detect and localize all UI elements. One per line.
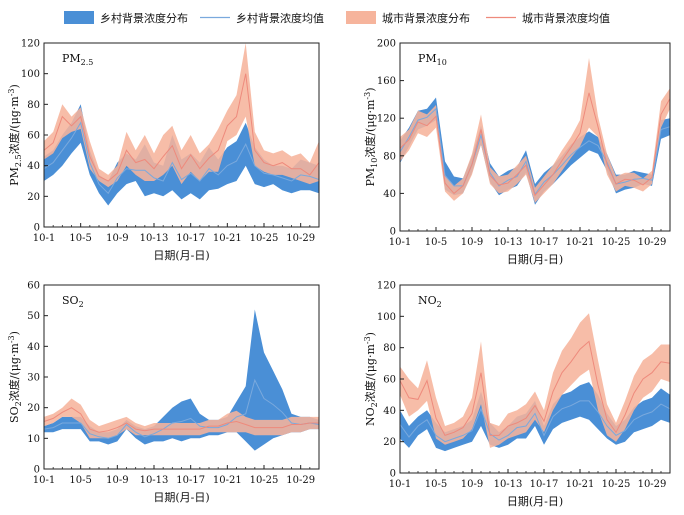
x-tick-label: 10-1 [389, 237, 411, 248]
y-tick-label: 100 [377, 312, 396, 323]
panel-title: SO2 [62, 294, 84, 309]
x-tick-label: 10-13 [494, 479, 523, 490]
y-tick-label: 0 [34, 223, 40, 234]
plot-area [400, 58, 670, 205]
panel-2: 0 40 80 120 160 200 10-1 10-5 10-9 10-13 10-17 10-2… [363, 39, 671, 266]
x-tick-label: 10-17 [530, 237, 559, 248]
y-tick-label: 60 [383, 375, 396, 386]
y-tick-label: 0 [390, 227, 396, 238]
legend-rural-band-swatch [64, 11, 94, 24]
x-tick-label: 10-21 [566, 237, 595, 248]
y-tick-label: 50 [27, 311, 40, 322]
y-tick-label: 30 [27, 373, 40, 384]
y-tick-label: 60 [27, 131, 40, 142]
urban-mean-line [44, 73, 319, 182]
urban-mean-line [400, 340, 670, 437]
y-tick-label: 160 [377, 76, 396, 87]
x-tick-label: 10-9 [106, 233, 128, 244]
x-tick-label: 10-9 [461, 479, 483, 490]
urban-mean-line [44, 407, 319, 433]
rural-mean-line [44, 121, 319, 195]
y-tick-label: 120 [21, 39, 40, 50]
y-tick-label: 80 [383, 151, 396, 162]
panel-1: 0 20 40 60 80 100 120 10-1 10-5 10-9 10-13 10-17 10-… [7, 39, 320, 262]
urban-band-area [44, 398, 319, 439]
x-tick-label: 10-5 [425, 237, 447, 248]
y-tick-label: 60 [27, 281, 40, 292]
plot-area [400, 313, 670, 452]
y-tick-label: 80 [383, 343, 396, 354]
y-tick-label: 20 [383, 437, 396, 448]
rural-mean-line [44, 378, 319, 439]
y-tick-label: 200 [377, 39, 396, 50]
urban-band-area [400, 313, 670, 448]
x-axis-title: 日期(月-日) [507, 495, 563, 508]
x-tick-label: 10-29 [286, 475, 315, 486]
x-tick-label: 10-17 [176, 233, 205, 244]
y-tick-label: 0 [34, 465, 40, 476]
x-tick-label: 10-5 [69, 475, 91, 486]
panel-title: PM10 [418, 52, 447, 67]
y-tick-label: 40 [27, 342, 40, 353]
x-tick-label: 10-25 [602, 237, 631, 248]
legend-urban-mean-label: 城市背景浓度均值 [522, 11, 610, 25]
plot-area [44, 309, 319, 451]
legend-urban-band-swatch [346, 11, 376, 24]
y-axis-title: PM2.5浓度/(μg·m-3) [7, 84, 23, 186]
panel-title: NO2 [418, 294, 442, 309]
y-tick-label: 120 [377, 114, 396, 125]
x-tick-label: 10-29 [638, 479, 667, 490]
x-tick-label: 10-29 [286, 233, 315, 244]
urban-mean-line [400, 92, 670, 197]
x-tick-label: 10-5 [69, 233, 91, 244]
panel-4: 0 20 40 60 80 100 120 10-1 10-5 10-9 10-13 10-17 10-… [363, 281, 671, 508]
y-tick-label: 10 [27, 434, 40, 445]
rural-band-area [44, 309, 319, 451]
y-tick-label: 80 [27, 100, 40, 111]
x-tick-label: 10-17 [530, 479, 559, 490]
x-tick-label: 10-13 [140, 475, 169, 486]
urban-band-area [400, 58, 670, 203]
x-tick-label: 10-1 [33, 475, 55, 486]
y-tick-label: 40 [27, 161, 40, 172]
x-tick-label: 10-9 [106, 475, 128, 486]
rural-mean-line [400, 400, 670, 443]
legend: 乡村背景浓度分布 乡村背景浓度均值 城市背景浓度分布 城市背景浓度均值 [64, 11, 610, 25]
x-axis-title: 日期(月-日) [507, 253, 563, 266]
x-tick-label: 10-1 [389, 479, 411, 490]
legend-rural-band-label: 乡村背景浓度分布 [100, 11, 188, 25]
y-tick-label: 40 [383, 406, 396, 417]
x-tick-label: 10-13 [494, 237, 523, 248]
x-tick-label: 10-21 [566, 479, 595, 490]
y-axis-title: SO2浓度/(μg·m-3) [7, 331, 23, 423]
x-tick-label: 10-5 [425, 479, 447, 490]
x-axis-title: 日期(月-日) [153, 491, 209, 504]
y-axis-title: PM10浓度/(μg·m-3) [363, 87, 379, 186]
panel-title: PM2.5 [62, 52, 93, 67]
y-tick-label: 0 [390, 469, 396, 480]
x-tick-label: 10-9 [461, 237, 483, 248]
x-tick-label: 10-21 [213, 233, 242, 244]
x-tick-label: 10-13 [140, 233, 169, 244]
y-axis-title: NO2浓度/(μg·m-3) [363, 332, 379, 426]
x-tick-label: 10-25 [250, 233, 279, 244]
panel-3: 0 10 20 30 40 50 60 10-1 10-5 10-9 10-13 10-17 10-21… [7, 281, 320, 504]
x-axis-title: 日期(月-日) [153, 249, 209, 262]
y-tick-label: 120 [377, 281, 396, 292]
x-tick-label: 10-1 [33, 233, 55, 244]
y-tick-label: 20 [27, 403, 40, 414]
y-tick-label: 100 [21, 69, 40, 80]
x-tick-label: 10-17 [176, 475, 205, 486]
legend-urban-band-label: 城市背景浓度分布 [382, 11, 470, 25]
urban-band-area [44, 43, 319, 188]
plot-area [44, 43, 319, 206]
legend-rural-mean-label: 乡村背景浓度均值 [236, 11, 324, 25]
x-tick-label: 10-25 [602, 479, 631, 490]
x-tick-label: 10-21 [213, 475, 242, 486]
x-tick-label: 10-29 [638, 237, 667, 248]
y-tick-label: 40 [383, 189, 396, 200]
y-tick-label: 20 [27, 192, 40, 203]
x-tick-label: 10-25 [250, 475, 279, 486]
